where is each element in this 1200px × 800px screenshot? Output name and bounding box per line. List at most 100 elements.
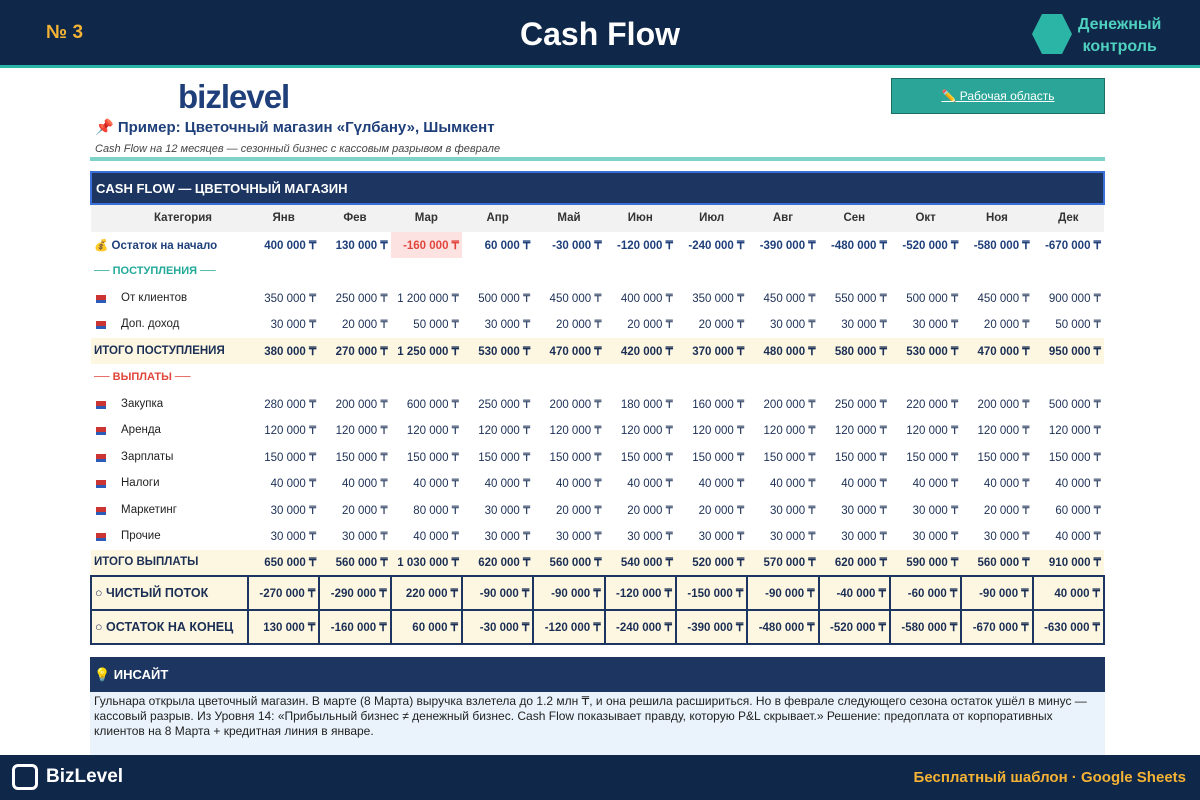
cell: 60 000 ₸ (1055, 504, 1101, 517)
cell: 120 000 ₸ (264, 425, 317, 438)
cell: 150 000 ₸ (977, 451, 1030, 464)
cell: 220 000 ₸ (906, 398, 959, 411)
cell: 130 000 ₸ (335, 239, 388, 252)
cell: 150 000 ₸ (692, 451, 745, 464)
cell: 950 000 ₸ (1032, 337, 1104, 364)
top-bar (0, 0, 1200, 68)
cell: -520 000 ₸ (817, 609, 891, 645)
table-row: 💰 Остаток на начало 400 000 ₸ 130 000 ₸ -16… (91, 231, 1104, 258)
cell: 150 000 ₸ (763, 451, 816, 464)
cell: 280 000 ₸ (264, 398, 317, 411)
cell: 60 000 ₸ (484, 239, 531, 252)
cell: -240 000 ₸ (603, 609, 677, 645)
footer-brand: BizLevel (46, 766, 124, 787)
cell: -670 000 ₸ (960, 609, 1034, 645)
cell: 580 000 ₸ (818, 337, 890, 364)
cell: 20 000 ₸ (627, 319, 673, 332)
table-row: ИТОГО ВЫПЛАТЫ 650 000 ₸ 560 000 ₸ 1 030 000… (91, 549, 1104, 576)
cell: 40 000 ₸ (413, 531, 459, 544)
cell: 450 000 ₸ (763, 292, 816, 305)
cell: -240 000 ₸ (688, 239, 745, 252)
cell: 120 000 ₸ (692, 425, 745, 438)
cell: 200 000 ₸ (335, 398, 388, 411)
cell: 20 000 ₸ (698, 319, 745, 332)
column-header: Мар (390, 205, 462, 232)
cell: 30 000 ₸ (769, 319, 816, 332)
cell: 620 000 ₸ (818, 549, 890, 576)
cell: 20 000 ₸ (627, 504, 673, 517)
column-header: Янв (248, 205, 320, 232)
cell: 1 200 000 ₸ (397, 292, 459, 305)
cell: 150 000 ₸ (335, 451, 388, 464)
cell: 450 000 ₸ (977, 292, 1030, 305)
logo: bizlevel (178, 78, 290, 115)
cell: 60 000 ₸ (389, 609, 463, 645)
row-label: 💰 Остаток на начало (94, 239, 218, 252)
cell: 220 000 ₸ (389, 575, 463, 611)
column-header: Июн (604, 205, 676, 232)
cell: -670 000 ₸ (1045, 239, 1101, 252)
cell: 150 000 ₸ (1048, 451, 1101, 464)
cell: 50 000 ₸ (413, 319, 459, 332)
brand-line: контроль (1082, 38, 1157, 55)
cell: 200 000 ₸ (763, 398, 816, 411)
cell: 250 000 ₸ (335, 292, 388, 305)
footer-icon (12, 764, 38, 790)
cell: -30 000 ₸ (552, 239, 602, 252)
brand-line: Денежный (1078, 16, 1162, 33)
cell: 40 000 ₸ (627, 478, 673, 491)
cell: 120 000 ₸ (335, 425, 388, 438)
table-row: Прочие 30 000 ₸ 30 000 ₸ 40 000 ₸ 30 000 ₸ 30… (91, 523, 1104, 550)
workspace-button[interactable]: ✏️ Рабочая область (891, 78, 1105, 114)
row-label: ИТОГО ВЫПЛАТЫ (91, 549, 248, 576)
cell: 350 000 ₸ (264, 292, 317, 305)
cell: -630 000 ₸ (1031, 609, 1106, 645)
column-header: Фев (319, 205, 391, 232)
cell: 530 000 ₸ (461, 337, 534, 364)
cell: 40 000 ₸ (912, 478, 959, 491)
cell: 120 000 ₸ (478, 425, 531, 438)
cell: -290 000 ₸ (318, 575, 392, 611)
row-label: Аренда (91, 417, 248, 444)
cell: 560 000 ₸ (319, 549, 391, 576)
cell: 30 000 ₸ (627, 531, 673, 544)
cell: 30 000 ₸ (841, 319, 887, 332)
cell: -90 000 ₸ (460, 575, 535, 611)
row-label: Прочие (91, 523, 248, 550)
cell: 40 000 ₸ (698, 478, 745, 491)
table-row: Маркетинг 30 000 ₸ 20 000 ₸ 80 000 ₸ 30 000 … (91, 497, 1104, 524)
brand: Денежный контроль (1078, 14, 1161, 58)
row-icon (96, 427, 106, 435)
cell: 120 000 ₸ (834, 425, 887, 438)
cell: 130 000 ₸ (246, 609, 321, 645)
cell: -30 000 ₸ (460, 609, 535, 645)
cell: 350 000 ₸ (692, 292, 745, 305)
cell: -160 000 ₸ (390, 231, 462, 258)
table-row: От клиентов 350 000 ₸ 250 000 ₸ 1 200 000 ₸… (91, 285, 1104, 312)
table-row: ИТОГО ПОСТУПЛЕНИЯ 380 000 ₸ 270 000 ₸ 1 250… (91, 337, 1104, 364)
cell: 30 000 ₸ (555, 531, 602, 544)
page-title: Cash Flow (519, 16, 680, 52)
cell: 40 000 ₸ (270, 478, 317, 491)
column-header: Авг (747, 205, 819, 232)
footer-note: Бесплатный шаблон · Google Sheets (913, 769, 1186, 786)
cell: 560 000 ₸ (533, 549, 605, 576)
table-title: CASH FLOW — ЦВЕТОЧНЫЙ МАГАЗИН (90, 171, 1105, 205)
column-header: Май (533, 205, 605, 232)
cell: 270 000 ₸ (319, 337, 391, 364)
cell: 540 000 ₸ (604, 549, 676, 576)
row-label: От клиентов (91, 285, 248, 312)
cell: 120 000 ₸ (406, 425, 459, 438)
cell: 30 000 ₸ (341, 531, 388, 544)
column-header: Сен (818, 205, 890, 232)
cell: 250 000 ₸ (478, 398, 531, 411)
cell: 20 000 ₸ (555, 319, 602, 332)
cell: 150 000 ₸ (620, 451, 673, 464)
row-label: Зарплаты (91, 444, 248, 471)
row-icon (96, 480, 106, 488)
cell: 200 000 ₸ (549, 398, 602, 411)
cell: -120 000 ₸ (603, 575, 677, 611)
cell: 30 000 ₸ (841, 531, 887, 544)
cell: 20 000 ₸ (983, 504, 1030, 517)
section-heading: ── ВЫПЛАТЫ ── (94, 371, 191, 384)
